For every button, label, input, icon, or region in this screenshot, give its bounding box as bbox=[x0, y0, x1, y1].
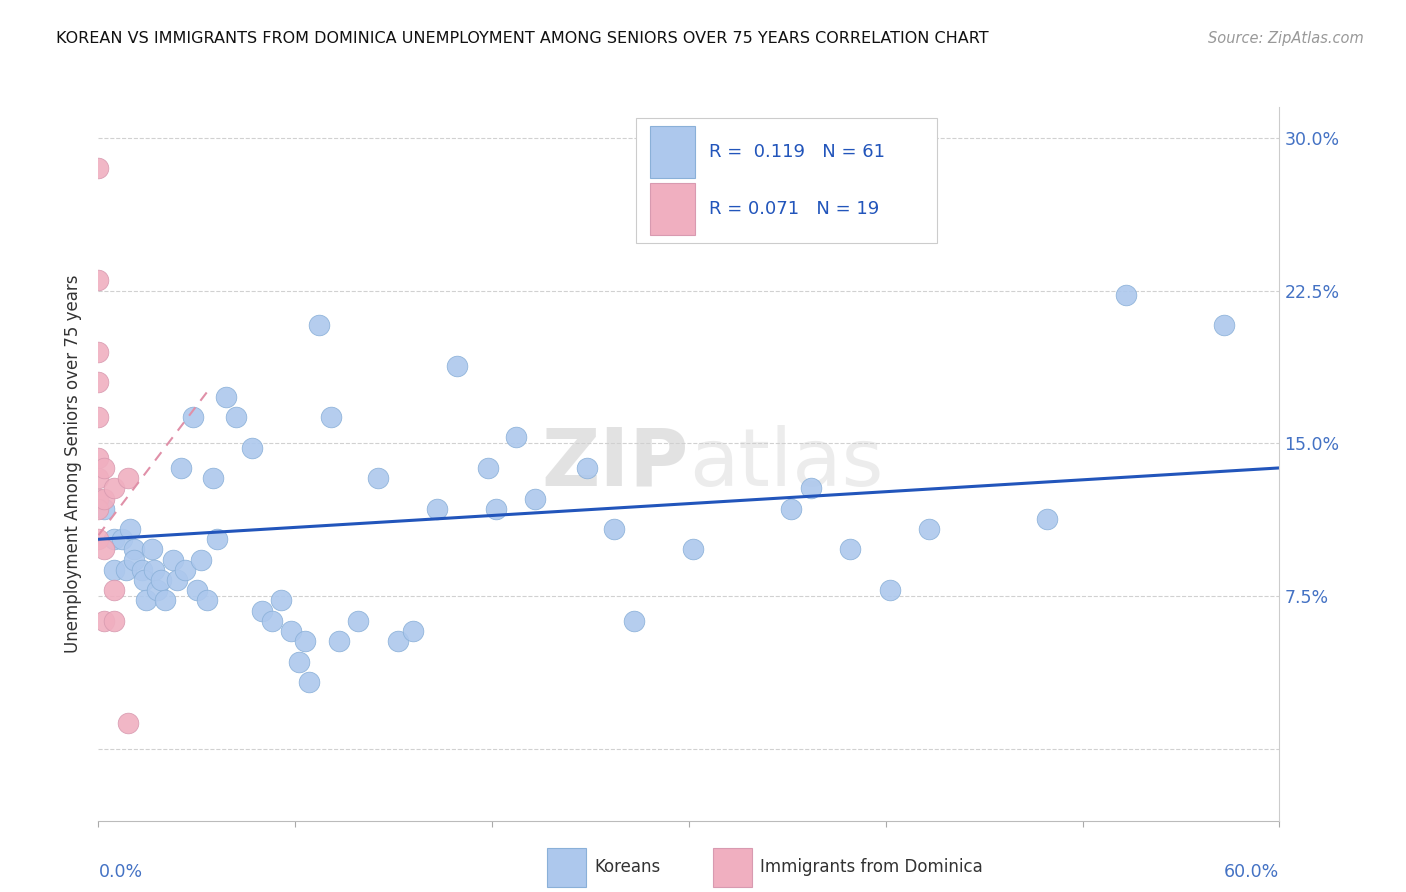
Point bbox=[87, 409, 110, 424]
Point bbox=[603, 522, 626, 536]
Point bbox=[294, 634, 316, 648]
Point bbox=[446, 359, 468, 373]
Point bbox=[93, 542, 115, 557]
Point bbox=[1213, 318, 1236, 333]
Point bbox=[387, 634, 409, 648]
Point bbox=[879, 583, 901, 598]
Point bbox=[87, 533, 110, 547]
Point bbox=[132, 573, 155, 587]
Point bbox=[150, 573, 173, 587]
Point bbox=[477, 461, 499, 475]
Point bbox=[93, 501, 115, 516]
Point bbox=[174, 563, 197, 577]
Point bbox=[103, 583, 125, 598]
Point bbox=[122, 542, 145, 557]
Point bbox=[103, 563, 125, 577]
Point bbox=[87, 161, 110, 176]
Point bbox=[181, 409, 204, 424]
Point bbox=[87, 450, 110, 465]
Point bbox=[103, 533, 125, 547]
Point bbox=[215, 390, 238, 404]
Point bbox=[1036, 512, 1059, 526]
Text: Immigrants from Dominica: Immigrants from Dominica bbox=[759, 858, 983, 876]
Point bbox=[103, 481, 125, 495]
Text: atlas: atlas bbox=[689, 425, 883, 503]
Point bbox=[87, 344, 110, 359]
Text: 0.0%: 0.0% bbox=[98, 863, 142, 881]
Point bbox=[308, 318, 330, 333]
Point bbox=[250, 604, 273, 618]
Point bbox=[524, 491, 547, 506]
Point bbox=[328, 634, 350, 648]
Y-axis label: Unemployment Among Seniors over 75 years: Unemployment Among Seniors over 75 years bbox=[65, 275, 83, 653]
Point bbox=[118, 522, 141, 536]
Point bbox=[117, 715, 139, 730]
Point bbox=[195, 593, 218, 607]
Point bbox=[122, 552, 145, 566]
Point bbox=[298, 675, 321, 690]
Point bbox=[170, 461, 193, 475]
Point bbox=[319, 409, 342, 424]
Point bbox=[839, 542, 862, 557]
Point bbox=[87, 491, 110, 506]
Point bbox=[402, 624, 425, 638]
Point bbox=[347, 614, 370, 628]
FancyBboxPatch shape bbox=[636, 118, 936, 243]
Point bbox=[575, 461, 598, 475]
Text: ZIP: ZIP bbox=[541, 425, 689, 503]
Bar bbox=[650, 184, 695, 235]
Text: Source: ZipAtlas.com: Source: ZipAtlas.com bbox=[1208, 31, 1364, 46]
Point bbox=[186, 583, 208, 598]
Point bbox=[87, 376, 110, 390]
Point bbox=[260, 614, 283, 628]
Point bbox=[87, 471, 110, 485]
Point bbox=[225, 409, 247, 424]
Point bbox=[166, 573, 188, 587]
Point bbox=[682, 542, 704, 557]
Bar bbox=[650, 127, 695, 178]
Point bbox=[115, 563, 138, 577]
Point bbox=[111, 533, 134, 547]
Point bbox=[367, 471, 389, 485]
Point bbox=[800, 481, 823, 495]
Point bbox=[93, 491, 115, 506]
Text: KOREAN VS IMMIGRANTS FROM DOMINICA UNEMPLOYMENT AMONG SENIORS OVER 75 YEARS CORR: KOREAN VS IMMIGRANTS FROM DOMINICA UNEMP… bbox=[56, 31, 988, 46]
Point bbox=[190, 552, 212, 566]
Point bbox=[505, 430, 527, 444]
Point bbox=[485, 501, 508, 516]
Point bbox=[93, 614, 115, 628]
Point bbox=[288, 655, 311, 669]
Text: R =  0.119   N = 61: R = 0.119 N = 61 bbox=[709, 143, 884, 161]
Point bbox=[205, 533, 228, 547]
Point bbox=[201, 471, 224, 485]
Point bbox=[918, 522, 941, 536]
Point bbox=[623, 614, 645, 628]
Point bbox=[103, 614, 125, 628]
Point bbox=[155, 593, 177, 607]
Point bbox=[162, 552, 184, 566]
Point bbox=[117, 471, 139, 485]
Point bbox=[780, 501, 803, 516]
Point bbox=[280, 624, 302, 638]
Text: 60.0%: 60.0% bbox=[1225, 863, 1279, 881]
Point bbox=[146, 583, 169, 598]
Point bbox=[270, 593, 292, 607]
Bar bbox=[713, 847, 752, 887]
Point bbox=[142, 563, 165, 577]
Point bbox=[1115, 287, 1137, 301]
Text: Koreans: Koreans bbox=[595, 858, 661, 876]
Point bbox=[135, 593, 157, 607]
Point bbox=[87, 273, 110, 287]
Point bbox=[87, 501, 110, 516]
Point bbox=[93, 461, 115, 475]
Point bbox=[141, 542, 163, 557]
Point bbox=[240, 441, 263, 455]
Point bbox=[131, 563, 153, 577]
Bar bbox=[547, 847, 586, 887]
Text: R = 0.071   N = 19: R = 0.071 N = 19 bbox=[709, 200, 879, 218]
Point bbox=[426, 501, 449, 516]
